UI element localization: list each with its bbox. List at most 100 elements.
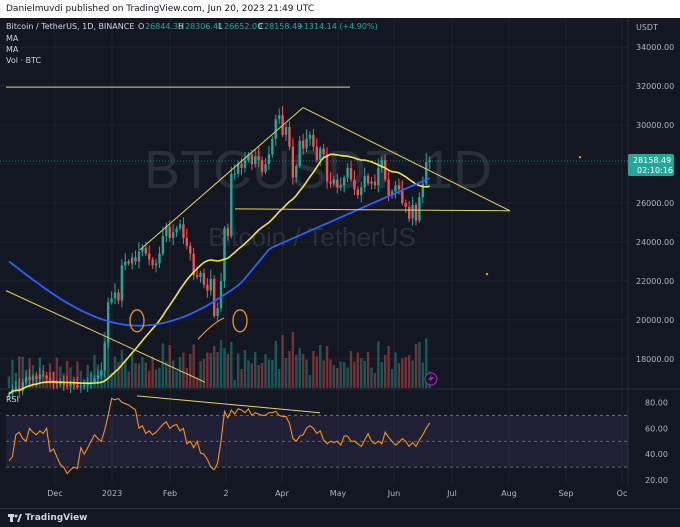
price-axis[interactable]: 34000.0032000.0030000.0028000.0026000.00… <box>636 43 674 364</box>
candle-body <box>124 261 127 266</box>
candle-body <box>418 197 421 221</box>
candle-body <box>377 167 380 186</box>
time-tick-label: Oc <box>617 489 628 498</box>
candle-body <box>339 185 342 188</box>
candle-body <box>288 127 291 147</box>
volume-bar <box>171 360 175 388</box>
volume-bar <box>339 361 342 388</box>
legend-close: 28158.49 <box>264 22 302 31</box>
volume-bar <box>240 369 243 388</box>
candle-body <box>223 228 226 281</box>
legend-change: +1314.14 (+4.90%) <box>297 22 378 31</box>
candle-body <box>240 164 243 168</box>
volume-bar <box>151 356 154 388</box>
volume-bar <box>127 371 130 388</box>
volume-bar <box>14 372 18 388</box>
volume-bar <box>305 359 308 388</box>
volume-bar <box>397 363 401 388</box>
candle-body <box>103 343 106 371</box>
volume-bar <box>65 360 69 388</box>
volume-bar <box>264 354 267 388</box>
volume-bar <box>117 362 120 388</box>
volume-bar <box>414 344 418 388</box>
candle-body <box>407 206 411 219</box>
volume-bar <box>418 342 421 388</box>
candle-body <box>86 384 89 386</box>
volume-bar <box>247 360 250 388</box>
price-tick-label: 30000.00 <box>636 121 674 130</box>
volume-bar <box>384 355 387 388</box>
candle-body <box>117 292 120 301</box>
time-axis[interactable]: Dec 2023 Feb 2 Apr May Jun Jul Aug Sep Oc <box>47 489 627 498</box>
legend-ma2[interactable]: MA <box>6 45 19 54</box>
candle-body <box>277 115 281 120</box>
volume-bar <box>76 361 79 388</box>
volume-bar <box>59 366 62 388</box>
candle-body <box>182 224 185 239</box>
ma-long-line <box>8 177 431 327</box>
volume-bar <box>346 367 349 388</box>
volume-bar <box>202 359 206 388</box>
volume-bar <box>390 369 394 388</box>
rsi-label[interactable]: RSI <box>6 395 19 404</box>
volume-bar <box>356 352 360 388</box>
candle-body <box>21 382 24 391</box>
candle-body <box>254 156 257 165</box>
candle-body <box>134 257 137 262</box>
volume-bar <box>277 369 281 388</box>
volume-bar <box>353 361 356 388</box>
candle-body <box>346 167 349 178</box>
candle-body <box>425 162 428 184</box>
candle-body <box>332 179 336 184</box>
tradingview-brand: TradingView <box>25 513 88 523</box>
volume-bar <box>236 353 240 388</box>
moving-averages <box>8 153 431 395</box>
candle-body <box>202 273 206 285</box>
volume-bar <box>69 367 72 388</box>
tradingview-logo[interactable]: TradingView <box>8 509 88 527</box>
tradingview-logo-icon <box>8 514 22 522</box>
volume-bar <box>213 346 216 388</box>
volume-bar <box>178 357 182 388</box>
volume-bar <box>100 369 103 388</box>
volume-bar <box>319 345 322 388</box>
volume-bar <box>106 340 110 388</box>
candle-body <box>120 265 124 301</box>
volume-bar <box>154 369 158 388</box>
downtrend-line <box>5 290 206 383</box>
candle-body <box>319 148 322 161</box>
candle-body <box>322 148 325 155</box>
volume-bar <box>421 362 425 388</box>
volume-bar <box>267 359 271 388</box>
volume-bar <box>148 370 151 388</box>
candle-body <box>233 173 236 175</box>
candle-body <box>349 167 353 180</box>
volume-bar <box>425 338 428 388</box>
candle-body <box>226 228 230 237</box>
volume-bar <box>18 356 21 388</box>
legend-low: 26652.00 <box>224 22 262 31</box>
candle-body <box>356 189 360 196</box>
volume-bar <box>124 361 127 388</box>
volume-bar <box>301 354 305 388</box>
candle-body <box>83 385 86 387</box>
volume-bar <box>189 354 192 388</box>
candle-body <box>342 177 346 186</box>
candle-body <box>141 247 144 252</box>
legend-ma1[interactable]: MA <box>6 34 19 43</box>
candle-body <box>397 185 401 190</box>
candle-body <box>178 224 182 229</box>
rsi-tick-label: 80.00 <box>645 398 668 407</box>
candle-body <box>18 388 21 391</box>
legend-volume[interactable]: Vol · BTC <box>6 56 42 65</box>
candle-body <box>48 378 52 381</box>
time-tick-label: Jun <box>387 489 401 498</box>
candle-body <box>325 154 329 182</box>
volume-bar <box>42 370 45 388</box>
support-line <box>234 208 511 212</box>
lightning-icon <box>428 374 434 384</box>
volume-bar <box>342 362 346 388</box>
volume-bar <box>373 373 377 388</box>
price-chart[interactable]: BTCUSDT, 1D Bitcoin / TetherUS Bitcoin /… <box>0 18 680 508</box>
candle-body <box>76 385 79 388</box>
